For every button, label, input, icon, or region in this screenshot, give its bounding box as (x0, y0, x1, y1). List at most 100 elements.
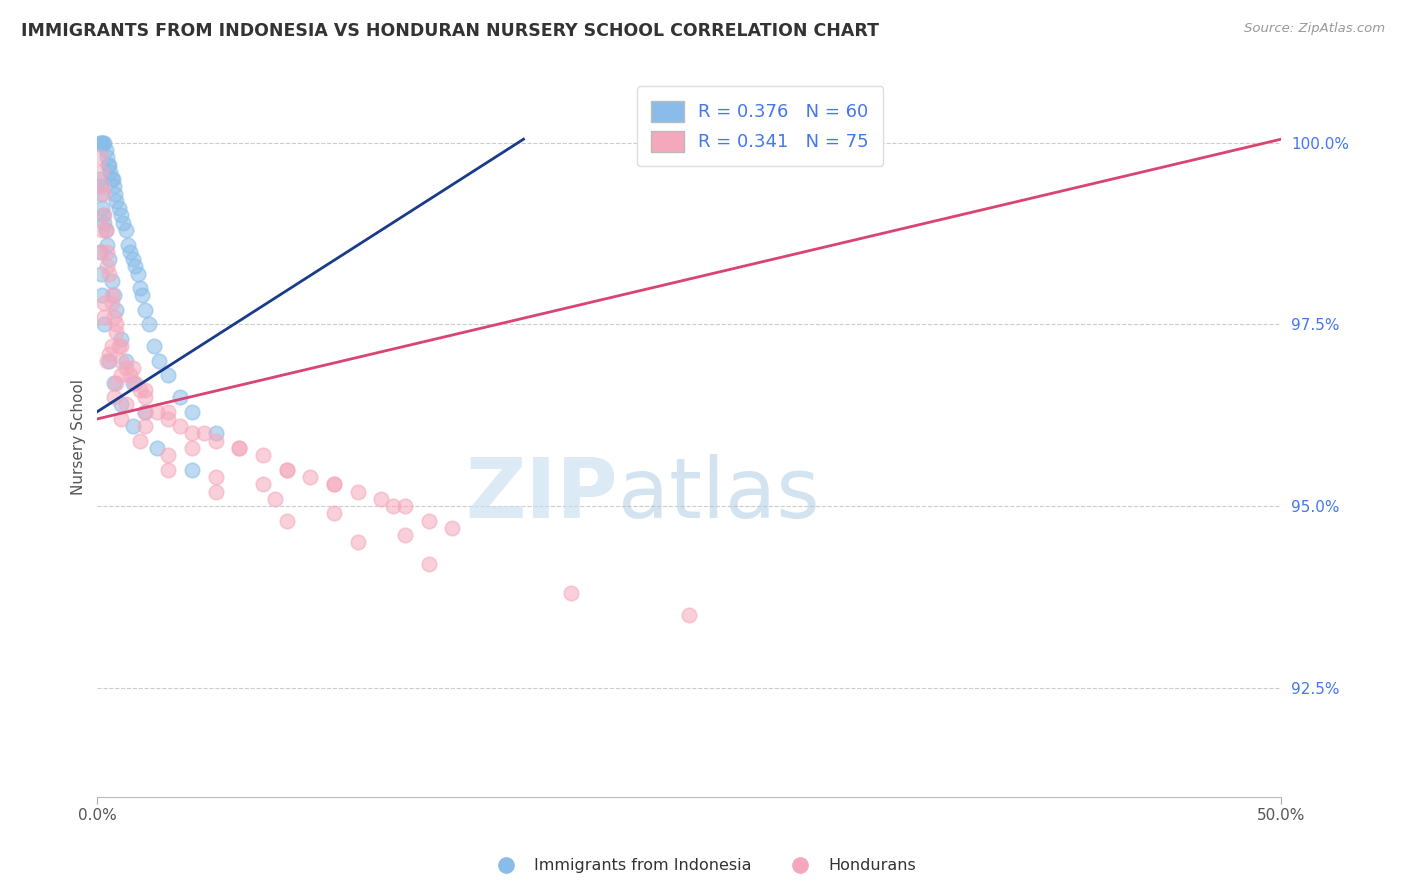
Point (370, 491, 392, 506)
Point (110, 412, 132, 426)
Point (100, 339, 122, 353)
Legend: Immigrants from Indonesia, Hondurans: Immigrants from Indonesia, Hondurans (484, 852, 922, 880)
Point (560, 586, 582, 600)
Point (120, 368, 142, 383)
Point (204, 470, 226, 484)
Point (91, 136, 114, 150)
Point (93, 295, 115, 310)
Point (107, 339, 129, 353)
Point (105, 318, 128, 332)
Point (323, 506, 346, 520)
Point (97, 158, 120, 172)
Point (94, 223, 117, 237)
Point (101, 172, 124, 186)
Point (89, 179, 111, 194)
Point (110, 339, 132, 353)
Point (90, 186, 112, 201)
Point (157, 448, 180, 462)
Point (145, 404, 167, 418)
Point (323, 477, 346, 491)
Point (169, 419, 191, 434)
Point (91, 209, 114, 223)
Point (105, 325, 128, 339)
Point (91, 201, 114, 215)
Point (346, 535, 368, 549)
Text: Source: ZipAtlas.com: Source: ZipAtlas.com (1244, 22, 1385, 36)
Point (90, 244, 112, 259)
Point (796, 136, 818, 150)
Point (114, 361, 136, 376)
Point (121, 419, 143, 434)
Point (112, 216, 135, 230)
Point (96, 353, 118, 368)
Point (105, 194, 128, 208)
Point (103, 288, 125, 302)
Point (107, 201, 129, 215)
Point (264, 491, 287, 506)
Point (94, 143, 117, 157)
Point (93, 318, 115, 332)
Point (98, 267, 121, 281)
Point (110, 353, 132, 368)
Point (134, 404, 156, 418)
Point (105, 376, 128, 390)
Point (228, 441, 250, 455)
Point (181, 441, 204, 455)
Point (120, 244, 142, 259)
Point (89, 244, 111, 259)
Point (134, 390, 156, 404)
Point (105, 302, 128, 317)
Point (157, 463, 180, 477)
Point (148, 353, 170, 368)
Point (228, 441, 250, 455)
Point (110, 332, 132, 346)
Point (110, 209, 132, 223)
Point (204, 434, 226, 448)
Point (129, 281, 152, 295)
Point (103, 310, 125, 325)
Point (181, 426, 204, 441)
Point (252, 477, 274, 491)
Point (418, 514, 440, 528)
Point (96, 150, 118, 164)
Point (114, 397, 136, 411)
Point (121, 252, 143, 266)
Point (276, 463, 298, 477)
Point (157, 368, 180, 383)
Point (181, 463, 204, 477)
Point (145, 441, 167, 455)
Point (100, 295, 122, 310)
Point (134, 302, 156, 317)
Point (100, 172, 122, 186)
Point (91, 223, 114, 237)
Point (93, 136, 115, 150)
Point (89, 172, 111, 186)
Point (124, 260, 146, 274)
Point (127, 267, 149, 281)
Point (441, 521, 464, 535)
Point (138, 318, 160, 332)
Point (93, 216, 115, 230)
Point (418, 558, 440, 572)
Point (114, 353, 136, 368)
Text: IMMIGRANTS FROM INDONESIA VS HONDURAN NURSERY SCHOOL CORRELATION CHART: IMMIGRANTS FROM INDONESIA VS HONDURAN NU… (21, 22, 879, 40)
Point (91, 179, 114, 194)
Point (193, 426, 215, 441)
Point (169, 390, 191, 404)
Point (134, 383, 156, 397)
Point (93, 310, 115, 325)
Point (104, 186, 127, 201)
Point (100, 274, 122, 288)
Point (110, 368, 132, 383)
Point (100, 165, 122, 179)
Point (91, 288, 114, 302)
Point (121, 361, 143, 376)
Point (394, 499, 416, 513)
Point (143, 339, 166, 353)
Point (394, 528, 416, 542)
Point (94, 223, 117, 237)
Point (96, 237, 118, 252)
Point (103, 390, 125, 404)
Point (157, 412, 180, 426)
Point (90, 165, 112, 179)
